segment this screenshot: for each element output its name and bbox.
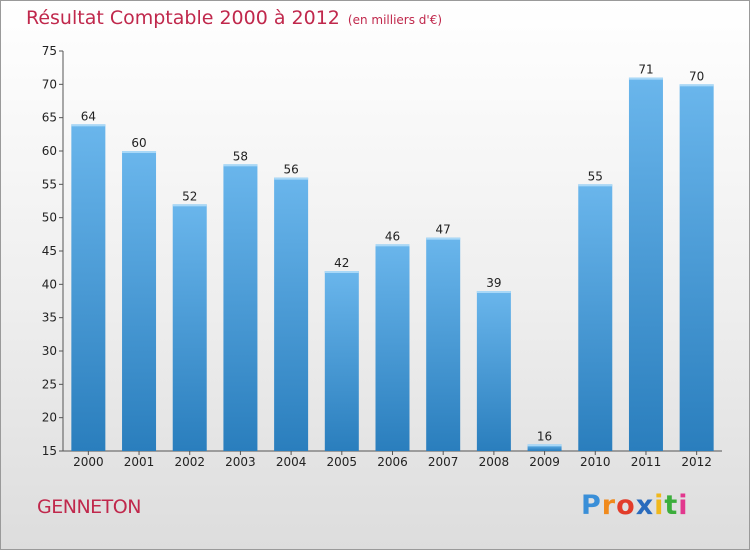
bar: [476, 291, 511, 451]
bar: [426, 237, 461, 451]
x-tick-label: 2004: [276, 455, 307, 469]
chart-title: Résultat Comptable 2000 à 2012 (en millie…: [26, 7, 442, 29]
y-tick-label: 25: [42, 377, 57, 391]
value-label: 71: [638, 63, 653, 77]
proxiti-logo: Proxiti: [581, 490, 689, 521]
logo-letter: i: [654, 490, 665, 521]
y-tick-label: 15: [42, 444, 57, 458]
value-label: 46: [385, 229, 400, 243]
x-tick-label: 2010: [580, 455, 611, 469]
x-tick-label: 2011: [631, 455, 662, 469]
x-tick-label: 2008: [479, 455, 510, 469]
bar-highlight: [172, 204, 207, 207]
y-tick-label: 30: [42, 344, 57, 358]
bar-highlight: [527, 444, 562, 447]
x-tick-label: 2007: [428, 455, 459, 469]
x-tick-label: 2005: [327, 455, 358, 469]
bar-highlight: [375, 244, 410, 247]
y-tick-label: 60: [42, 144, 57, 158]
x-tick-label: 2000: [73, 455, 104, 469]
bar: [527, 444, 562, 451]
y-tick-label: 50: [42, 211, 57, 225]
bar-highlight: [122, 151, 157, 153]
bar: [324, 271, 359, 451]
value-label: 39: [486, 276, 501, 290]
value-label: 70: [689, 69, 704, 83]
y-tick-label: 20: [42, 411, 57, 425]
value-label: 47: [436, 223, 451, 237]
bar-highlight: [628, 77, 663, 80]
y-tick-label: 45: [42, 244, 57, 258]
value-label: 52: [182, 189, 197, 203]
bar: [71, 124, 106, 451]
bar: [628, 77, 663, 452]
y-tick-label: 65: [42, 111, 57, 125]
bar-highlight: [71, 124, 106, 127]
x-tick-label: 2001: [124, 455, 155, 469]
bar-highlight: [274, 177, 309, 180]
x-tick-label: 2002: [174, 455, 205, 469]
logo-letter: i: [678, 490, 689, 521]
logo-letter: t: [664, 490, 679, 521]
logo-letter: r: [601, 490, 617, 521]
bar: [122, 151, 157, 451]
logo-letter: x: [635, 490, 655, 521]
bar: [679, 84, 714, 451]
value-label: 60: [131, 136, 146, 150]
bar: [375, 244, 410, 451]
value-label: 55: [588, 169, 603, 183]
value-label: 56: [283, 163, 298, 177]
value-label: 64: [81, 109, 96, 123]
y-tick-label: 55: [42, 177, 57, 191]
bar-highlight: [223, 164, 258, 167]
bar: [274, 177, 309, 451]
chart-subtitle: (en milliers d'€): [347, 13, 443, 27]
y-tick-label: 75: [42, 44, 57, 58]
bar-highlight: [578, 184, 613, 187]
y-tick-label: 40: [42, 277, 57, 291]
bar: [578, 184, 613, 452]
x-tick-label: 2003: [225, 455, 256, 469]
logo-letter: P: [581, 490, 602, 521]
bar: [172, 204, 207, 451]
chart-title-text: Résultat Comptable 2000 à 2012: [26, 7, 340, 29]
value-label: 58: [233, 149, 248, 163]
x-tick-label: 2012: [681, 455, 712, 469]
bar-highlight: [426, 237, 461, 240]
bar: [223, 164, 258, 452]
commune-name: GENNETON: [37, 496, 141, 518]
x-tick-label: 2006: [377, 455, 408, 469]
y-tick-label: 70: [42, 77, 57, 91]
bar-highlight: [679, 84, 714, 87]
value-label: 42: [334, 256, 349, 270]
value-label: 16: [537, 429, 552, 443]
logo-letter: o: [616, 490, 636, 521]
bar-highlight: [324, 271, 359, 273]
x-tick-label: 2009: [529, 455, 560, 469]
bar-highlight: [476, 291, 511, 293]
y-tick-label: 35: [42, 311, 57, 325]
